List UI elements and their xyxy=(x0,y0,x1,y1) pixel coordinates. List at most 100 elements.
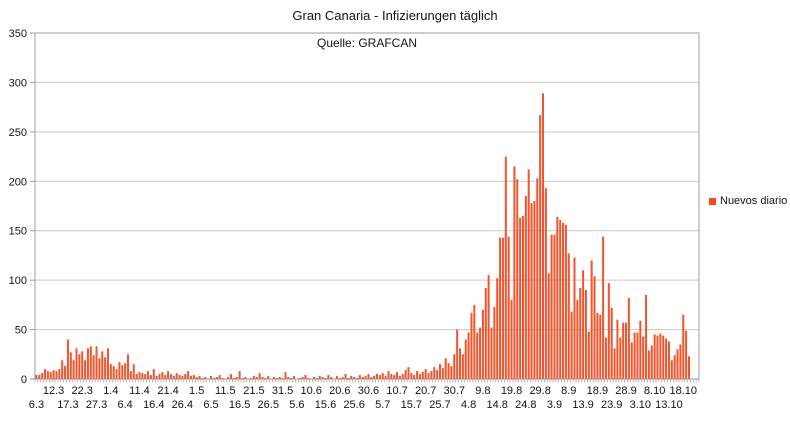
bar xyxy=(567,253,570,379)
bar xyxy=(230,374,233,379)
bar xyxy=(238,371,241,379)
bar xyxy=(212,378,215,379)
bar xyxy=(152,369,155,379)
bar xyxy=(81,351,84,379)
bar xyxy=(313,377,316,379)
x-tick-label: 10.7 xyxy=(386,385,407,397)
bar xyxy=(55,371,58,379)
bar xyxy=(101,351,104,379)
bar xyxy=(172,376,175,379)
x-tick-label: 26.4 xyxy=(172,399,193,411)
bar xyxy=(129,371,132,379)
bar xyxy=(547,273,550,379)
chart-subtitle: Quelle: GRAFCAN xyxy=(316,36,418,50)
bar xyxy=(69,352,72,379)
y-tick-label: 150 xyxy=(9,226,27,238)
bar xyxy=(544,188,547,379)
bar xyxy=(84,360,87,379)
bar xyxy=(304,375,307,379)
bar xyxy=(161,372,164,379)
bar xyxy=(35,375,38,379)
chart-title: Gran Canaria - Infizierungen täglich xyxy=(292,8,498,23)
y-tick-label: 100 xyxy=(9,275,27,287)
bar xyxy=(189,376,192,379)
bar xyxy=(221,378,224,379)
bar xyxy=(487,275,490,379)
bar xyxy=(38,375,41,379)
bar xyxy=(679,344,682,379)
bar xyxy=(530,203,533,379)
x-tick-label: 20.6 xyxy=(329,385,350,397)
bar xyxy=(562,222,565,379)
bar xyxy=(361,377,364,379)
bar xyxy=(636,332,639,379)
bar xyxy=(232,378,235,379)
x-tick-label: 29.8 xyxy=(529,385,550,397)
legend-label: Nuevos diario xyxy=(720,195,788,207)
bar xyxy=(164,375,167,379)
bar xyxy=(616,319,619,379)
bar xyxy=(476,332,479,379)
x-tick-label: 20.7 xyxy=(415,385,436,397)
bar xyxy=(278,377,281,379)
x-tick-label: 5.7 xyxy=(375,399,390,411)
x-tick-label: 26.5 xyxy=(258,399,279,411)
bar xyxy=(396,372,399,379)
bar xyxy=(387,371,390,379)
bar xyxy=(241,378,244,379)
bar xyxy=(464,339,467,379)
x-tick-label: 13.10 xyxy=(655,399,683,411)
bar xyxy=(407,367,410,379)
x-tick-label: 15.7 xyxy=(401,399,422,411)
bar xyxy=(373,376,376,379)
bar xyxy=(72,360,75,379)
bar xyxy=(44,369,47,379)
bar xyxy=(318,376,321,379)
bar xyxy=(66,339,69,379)
bar xyxy=(573,257,576,379)
bar xyxy=(539,115,542,380)
x-tick-label: 16.5 xyxy=(229,399,250,411)
bar xyxy=(401,374,404,379)
bar xyxy=(607,283,610,379)
x-tick-label: 12.3 xyxy=(43,385,64,397)
x-tick-label: 15.6 xyxy=(315,399,336,411)
bar xyxy=(533,201,536,379)
bar xyxy=(527,169,530,379)
bar xyxy=(507,236,510,379)
x-tick-label: 3.9 xyxy=(547,399,562,411)
bar xyxy=(132,364,135,379)
x-tick-label: 16.4 xyxy=(143,399,164,411)
bar xyxy=(298,378,301,379)
x-tick-label: 3.10 xyxy=(630,399,651,411)
bar xyxy=(453,354,456,379)
bar xyxy=(424,369,427,379)
x-tick-label: 21.5 xyxy=(243,385,264,397)
bar xyxy=(625,322,628,379)
bar xyxy=(516,179,519,379)
x-tick-label: 24.8 xyxy=(515,399,536,411)
bar xyxy=(344,374,347,379)
bar xyxy=(350,376,353,379)
x-tick-label: 30.7 xyxy=(444,385,465,397)
bar xyxy=(582,270,585,379)
x-tick-label: 30.6 xyxy=(358,385,379,397)
bar xyxy=(510,299,513,379)
bar xyxy=(353,377,356,379)
bar xyxy=(459,348,462,379)
x-tick-label: 31.5 xyxy=(272,385,293,397)
bar xyxy=(559,219,562,379)
bar xyxy=(676,349,679,379)
bar xyxy=(144,374,147,379)
bar xyxy=(315,378,318,379)
bar xyxy=(584,290,587,379)
bar xyxy=(682,314,685,379)
bar xyxy=(413,375,416,379)
bar xyxy=(587,331,590,379)
bar xyxy=(341,377,344,379)
bar xyxy=(450,366,453,379)
bar xyxy=(52,370,55,379)
x-tick-label: 17.3 xyxy=(57,399,78,411)
bar xyxy=(293,376,296,379)
bar xyxy=(496,278,499,379)
